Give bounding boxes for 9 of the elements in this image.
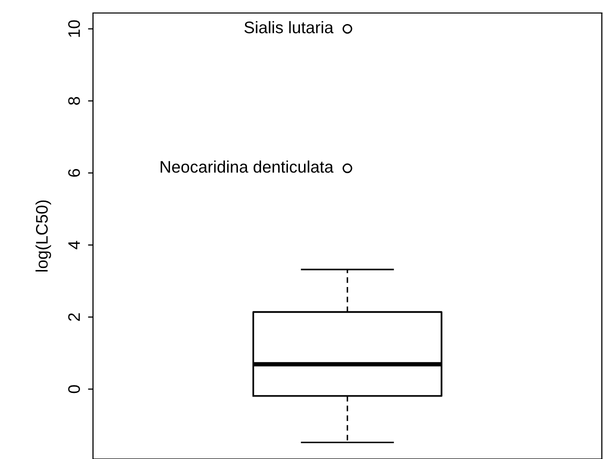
y-tick-label: 4 [68,240,80,250]
annotation: Sialis lutaria [244,21,334,34]
y-tick-label: 6 [68,169,80,177]
y-tick-label: 2 [68,313,80,321]
y-tick-label: 10 [68,20,80,37]
y-tick-label: 0 [68,385,80,394]
annotation: Neocaridina denticulata [160,160,334,173]
y-axis-title: log(LC50) [36,200,52,272]
y-tick-label: 8 [68,96,80,105]
